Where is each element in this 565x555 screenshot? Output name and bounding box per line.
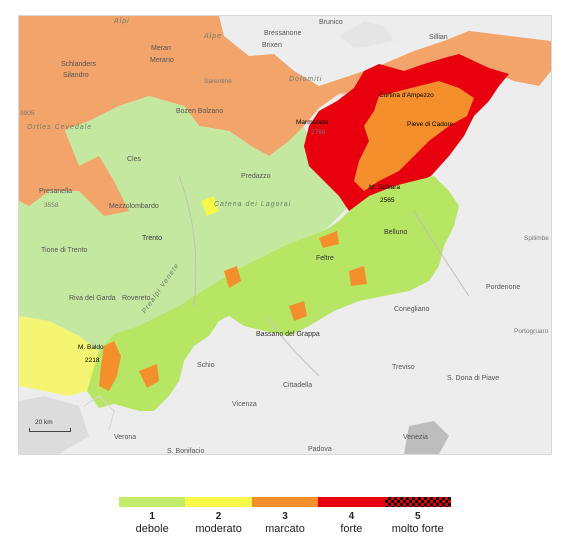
label-vicenza: Vicenza: [232, 401, 257, 408]
label-conegliano: Conegliano: [394, 306, 430, 313]
label-mezzolombardo: Mezzolombardo: [109, 203, 159, 210]
legend-color-bar: [119, 497, 451, 507]
label-tione: Tione di Trento: [41, 247, 88, 254]
label-merano: Merano: [150, 57, 174, 64]
label-feltre: Feltre: [316, 255, 334, 262]
label-schiara: M. Schiara: [369, 184, 401, 191]
legend-swatch-2: [185, 497, 252, 507]
scale-bar-label: 20 km: [35, 419, 53, 426]
label-bressanone: Bressanone: [264, 30, 302, 37]
label-n2769: 2769: [311, 129, 326, 136]
label-bolzano: Bozen Bolzano: [176, 108, 224, 115]
label-trento: Trento: [142, 235, 162, 242]
legend-label-3: marcato: [265, 523, 305, 535]
label-belluno: Belluno: [384, 229, 408, 236]
label-riva: Riva del Garda: [69, 295, 116, 302]
label-sbonifacio: S. Bonifacio: [167, 448, 205, 455]
legend-level-1: 1: [149, 511, 155, 522]
label-brunico: Brunico: [319, 19, 343, 26]
label-cittadella: Cittadella: [283, 382, 313, 389]
label-alpe: Alpe: [204, 33, 223, 40]
legend-label-2: moderato: [195, 523, 242, 535]
label-cortina: Cortina d'Ampezzo: [379, 92, 434, 99]
label-sarentine: Sarentine: [204, 78, 232, 85]
legend-level-2: 2: [215, 511, 222, 522]
label-treviso: Treviso: [392, 364, 415, 371]
label-marmolada: Marmolada: [296, 119, 329, 126]
label-n3558: 3558: [44, 202, 59, 209]
label-alpi: Alpi: [114, 18, 130, 25]
label-baldo: M. Baldo: [78, 344, 104, 351]
legend-level-5: 5: [414, 511, 421, 522]
label-schio: Schio: [197, 362, 215, 369]
label-venezia: Venezia: [403, 434, 428, 441]
label-baldo-elevation: 2218: [85, 357, 100, 364]
label-sdona: S. Dona di Piave: [447, 375, 500, 382]
label-ortles: Ortles Cevedale: [27, 124, 93, 131]
label-padova: Padova: [308, 446, 332, 453]
label-brixen: Brixen: [262, 42, 282, 49]
label-meran: Meran: [151, 45, 171, 52]
label-presanella: Presanella: [39, 188, 73, 195]
legend-swatch-3: [251, 497, 319, 507]
avalanche-danger-map[interactable]: Alpi Brunico Sillian Bressanone Brixen A…: [18, 15, 552, 455]
scale-bar-line: [29, 428, 71, 432]
label-silandro: Silandro: [63, 72, 89, 79]
label-schiara-elevation: 2565: [380, 197, 395, 204]
legend-level-3: 3: [282, 511, 288, 522]
danger-legend: 1 2 3 4 5 debole moderato marcato forte …: [119, 497, 451, 535]
label-bassano: Bassano del Grappa: [256, 331, 320, 338]
map-canvas: [19, 16, 551, 454]
label-dolomiti: Dolomiti: [289, 76, 323, 83]
label-pieve: Pieve di Cadore: [407, 121, 454, 128]
legend-label-1: debole: [135, 523, 169, 535]
scale-bar: 20 km: [29, 419, 71, 432]
label-portogruaro: Portogruaro: [514, 328, 549, 335]
legend-label-5: molto forte: [391, 523, 444, 535]
label-pordenone: Pordenone: [486, 284, 521, 291]
label-sillian: Sillian: [429, 34, 448, 41]
legend-level-4: 4: [348, 511, 355, 522]
legend-label-4: forte: [340, 523, 363, 535]
label-cles: Cles: [127, 156, 142, 163]
legend-swatch-4: [318, 497, 385, 507]
label-spilimbergo: Spilimbe: [524, 235, 549, 242]
legend-swatch-1: [119, 497, 186, 507]
label-lagorai: Catena dei Lagorai: [214, 201, 292, 208]
label-verona: Verona: [114, 434, 137, 441]
label-predazzo: Predazzo: [241, 173, 271, 180]
label-schlanders: Schlanders: [61, 61, 97, 68]
label-rovereto: Rovereto: [122, 295, 151, 302]
label-n3905: 3905: [20, 110, 35, 117]
legend-swatch-5: [384, 497, 451, 507]
